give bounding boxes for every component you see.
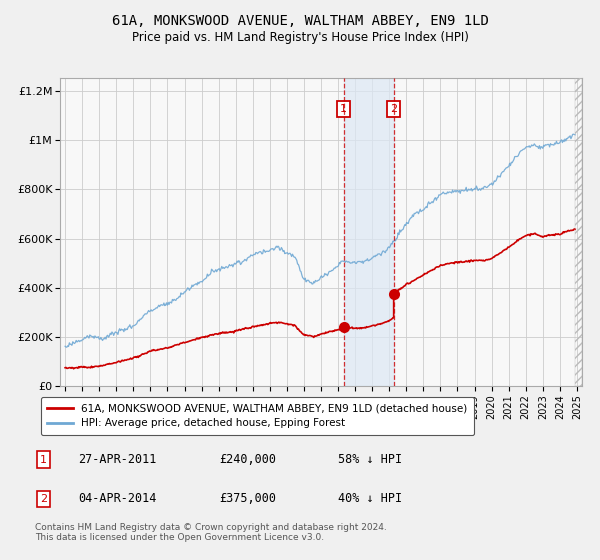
Bar (344, 78, 394, 386)
Text: 61A, MONKSWOOD AVENUE, WALTHAM ABBEY, EN9 1LD: 61A, MONKSWOOD AVENUE, WALTHAM ABBEY, EN… (112, 14, 488, 28)
Legend: 61A, MONKSWOOD AVENUE, WALTHAM ABBEY, EN9 1LD (detached house), HPI: Average pri: 61A, MONKSWOOD AVENUE, WALTHAM ABBEY, EN… (41, 397, 474, 435)
Text: 58% ↓ HPI: 58% ↓ HPI (338, 453, 402, 466)
Text: £240,000: £240,000 (219, 453, 276, 466)
Text: 2: 2 (40, 494, 47, 504)
Text: 04-APR-2014: 04-APR-2014 (79, 492, 157, 505)
Text: Price paid vs. HM Land Registry's House Price Index (HPI): Price paid vs. HM Land Registry's House … (131, 31, 469, 44)
Text: 1: 1 (340, 104, 347, 114)
Text: 1: 1 (40, 455, 47, 465)
Text: 2: 2 (390, 104, 397, 114)
Text: 27-APR-2011: 27-APR-2011 (79, 453, 157, 466)
Text: 40% ↓ HPI: 40% ↓ HPI (338, 492, 402, 505)
Text: Contains HM Land Registry data © Crown copyright and database right 2024.
This d: Contains HM Land Registry data © Crown c… (35, 523, 387, 542)
Text: £375,000: £375,000 (219, 492, 276, 505)
